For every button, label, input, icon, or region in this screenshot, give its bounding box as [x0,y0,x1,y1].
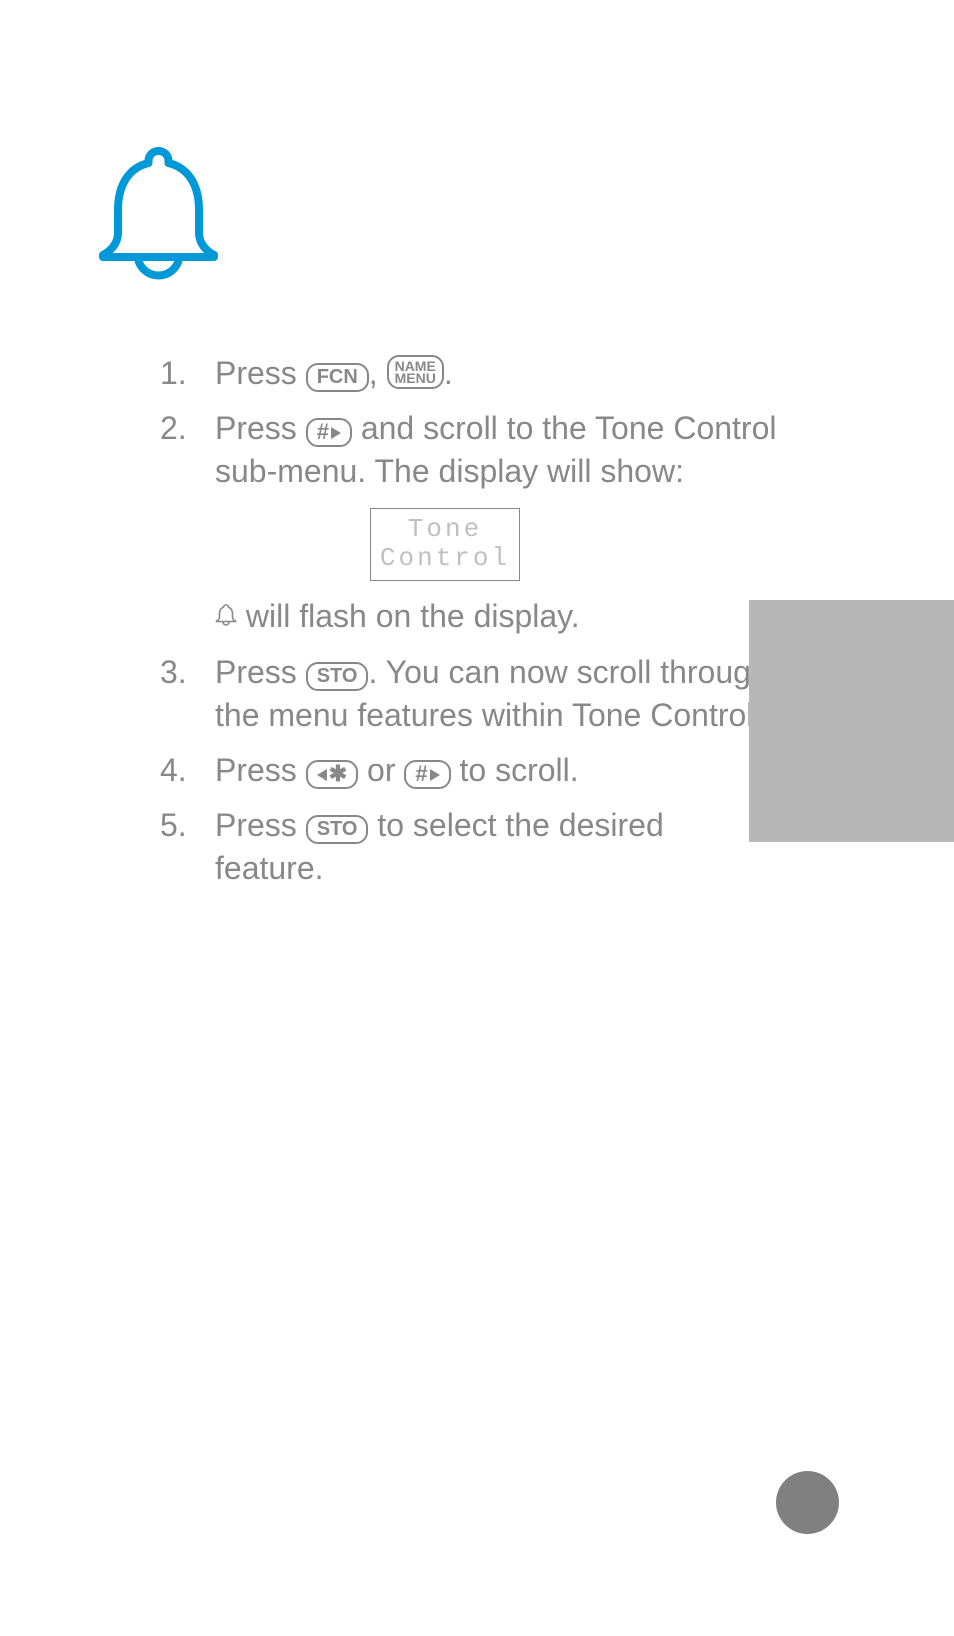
bell-small-icon [215,601,237,636]
sto-key: STO [306,662,369,691]
step-5: Press STO to select the desired feature. [160,804,780,890]
fcn-key: FCN [306,363,369,392]
hash-key: # [404,760,450,789]
star-key: ✱ [306,760,358,789]
hash-key: # [306,418,352,447]
step-2-note: will flash on the display. [215,595,780,638]
bell-icon [96,145,221,300]
section-tab [749,600,954,842]
page-number: 79 [795,1490,819,1515]
sto-key: STO [306,815,369,844]
name_menu-key: NAMEMENU [387,355,444,389]
lcd-display: ToneControl [370,508,520,582]
manual-page: Press FCN, NAMEMENU. Press # and scroll t… [0,0,954,1636]
display-line1: Tone [371,515,519,545]
steps-list: Press FCN, NAMEMENU. Press # and scroll t… [160,352,780,890]
step-4: Press ✱ or # to scroll. [160,749,780,792]
page-number-dot: 79 [776,1471,839,1534]
display-line2: Control [371,544,519,574]
step-1: Press FCN, NAMEMENU. [160,352,780,395]
instruction-content: Press FCN, NAMEMENU. Press # and scroll t… [160,352,780,902]
step-3: Press STO. You can now scroll through th… [160,651,780,737]
step-2: Press # and scroll to the Tone Control s… [160,407,780,638]
